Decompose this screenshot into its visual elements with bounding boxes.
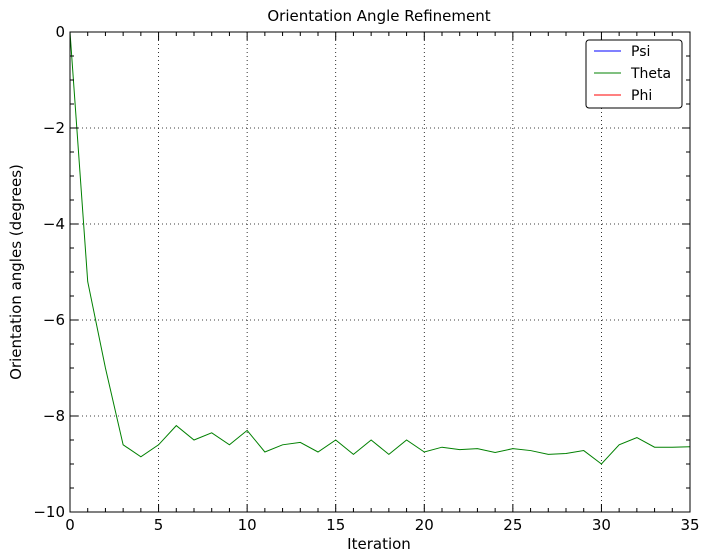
ticks-layer: 0 5 10 15 20 25 30 35 0 −2 −4 −6 −8 −10 xyxy=(33,23,699,534)
y-axis-label: Orientation angles (degrees) xyxy=(7,164,25,380)
x-tick-label: 15 xyxy=(326,516,345,534)
chart-title: Orientation Angle Refinement xyxy=(267,7,490,25)
legend-box xyxy=(585,39,683,109)
legend-label-theta: Theta xyxy=(630,66,671,82)
x-tick-label: 25 xyxy=(503,516,522,534)
y-tick-label: −8 xyxy=(43,407,65,425)
y-tick-label: −6 xyxy=(43,311,65,329)
x-axis-label: Iteration xyxy=(347,535,411,553)
legend-label-phi: Phi xyxy=(631,88,652,104)
grid-layer xyxy=(70,32,690,512)
legend: Psi Theta Phi xyxy=(585,39,683,109)
y-tick-label: −10 xyxy=(33,503,65,521)
y-tick-label: −2 xyxy=(43,119,65,137)
x-tick-label: 20 xyxy=(415,516,434,534)
y-tick-label: −4 xyxy=(43,215,65,233)
series-line-theta xyxy=(69,31,691,465)
x-tick-label: 35 xyxy=(680,516,699,534)
x-tick-label: 0 xyxy=(65,516,75,534)
plot-background xyxy=(70,32,690,512)
x-tick-label: 10 xyxy=(238,516,257,534)
x-tick-label: 30 xyxy=(592,516,611,534)
x-tick-label: 5 xyxy=(154,516,164,534)
legend-label-psi: Psi xyxy=(631,44,650,60)
y-tick-label: 0 xyxy=(55,23,65,41)
